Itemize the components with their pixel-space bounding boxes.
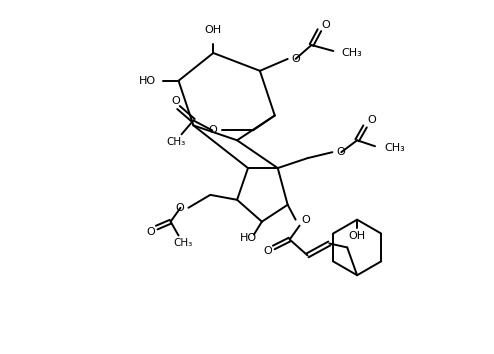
Text: CH₃: CH₃ [341, 48, 362, 58]
Text: O: O [171, 96, 180, 105]
Text: O: O [291, 54, 300, 64]
Text: O: O [336, 147, 345, 157]
Text: CH₃: CH₃ [384, 143, 405, 153]
Text: O: O [301, 215, 310, 225]
Text: O: O [367, 115, 376, 125]
Text: O: O [146, 227, 155, 236]
Text: CH₃: CH₃ [166, 137, 185, 147]
Text: O: O [208, 125, 217, 135]
Text: HO: HO [139, 76, 156, 86]
Text: CH₃: CH₃ [173, 239, 192, 249]
Text: HO: HO [240, 233, 256, 242]
Text: O: O [263, 246, 272, 256]
Text: O: O [322, 20, 330, 30]
Text: O: O [176, 203, 184, 213]
Text: OH: OH [205, 25, 222, 35]
Text: OH: OH [349, 230, 366, 240]
